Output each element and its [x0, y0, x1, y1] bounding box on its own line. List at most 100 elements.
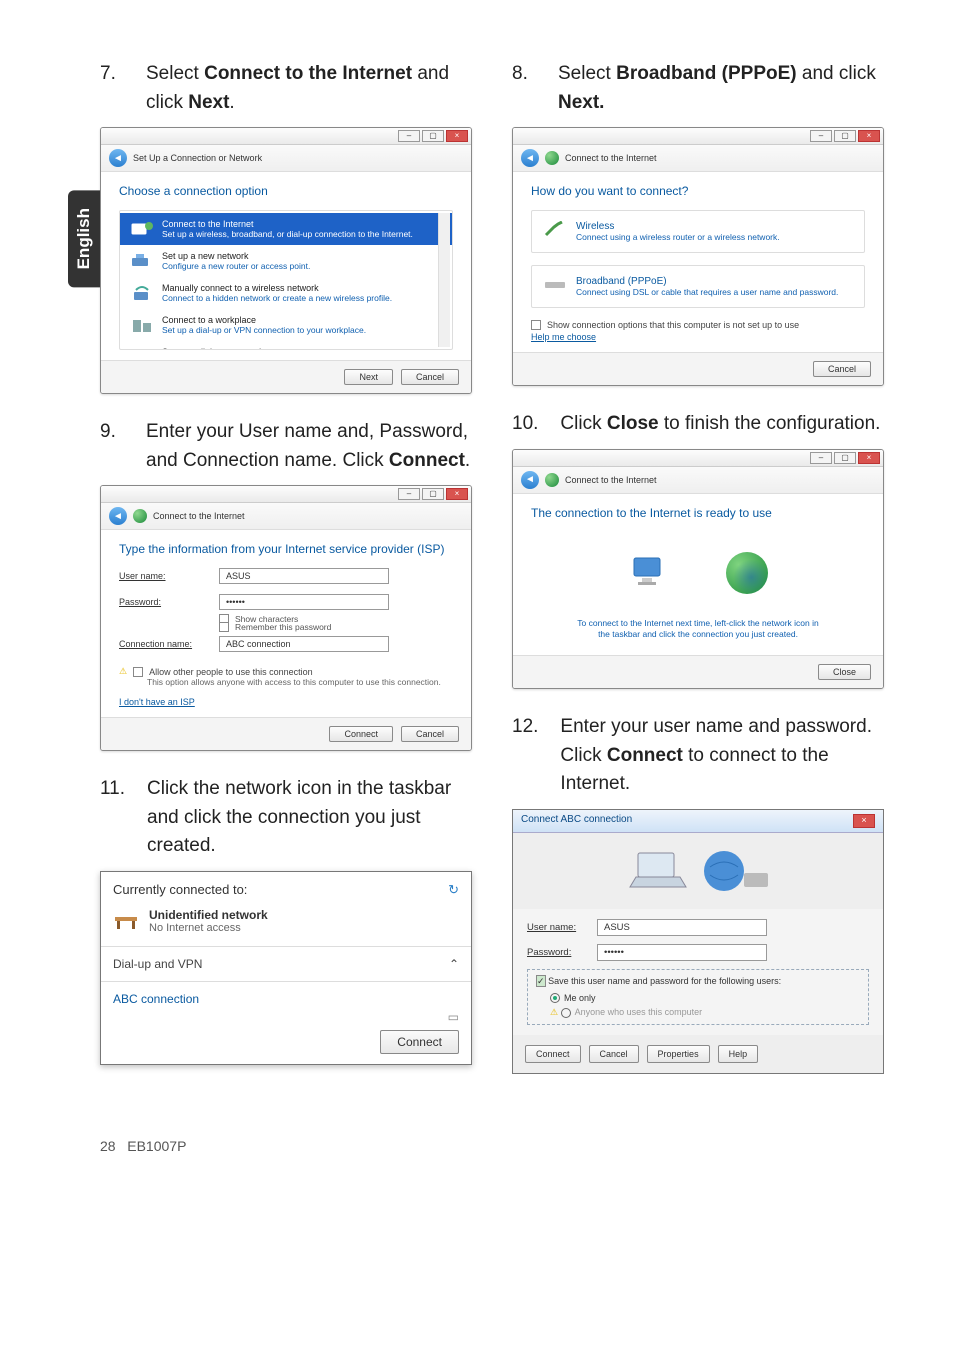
dialog-title: Set Up a Connection or Network — [133, 153, 262, 163]
close-icon[interactable]: × — [853, 814, 875, 828]
step-number: 12. — [512, 713, 538, 799]
back-icon[interactable]: ◄ — [109, 149, 127, 167]
section-heading: The connection to the Internet is ready … — [531, 506, 865, 520]
bench-icon — [113, 911, 139, 931]
allow-others-checkbox[interactable] — [133, 667, 143, 677]
allow-note: This option allows anyone with access to… — [147, 677, 453, 687]
step-number: 9. — [100, 418, 124, 475]
connect-button[interactable]: Connect — [329, 726, 393, 742]
dialog-title: Connect to the Internet — [153, 511, 245, 521]
option-new-network[interactable]: Set up a new networkConfigure a new rout… — [120, 245, 452, 277]
step-number: 7. — [100, 60, 124, 117]
minimize-icon[interactable]: – — [398, 488, 420, 500]
network-name: Unidentified network — [149, 908, 268, 922]
conn-name-field[interactable]: ABC connection — [219, 636, 389, 652]
ready-note: To connect to the Internet next time, le… — [531, 604, 865, 646]
dialog-set-up-connection: –▢× ◄ Set Up a Connection or Network Choo… — [100, 127, 472, 394]
show-options-checkbox[interactable] — [531, 320, 541, 330]
maximize-icon[interactable]: ▢ — [834, 130, 856, 142]
password-field[interactable]: •••••• — [597, 944, 767, 961]
globe-icon — [545, 151, 559, 165]
globe-icon — [545, 473, 559, 487]
option-workplace[interactable]: Connect to a workplaceSet up a dial-up o… — [120, 309, 452, 341]
flyout-heading: Currently connected to: — [113, 882, 247, 898]
me-only-radio[interactable] — [550, 993, 560, 1003]
section-heading: Type the information from your Internet … — [119, 542, 453, 556]
option-broadband[interactable]: Broadband (PPPoE)Connect using DSL or ca… — [531, 265, 865, 308]
refresh-icon[interactable]: ↻ — [448, 882, 459, 898]
globe-net-icon — [700, 847, 770, 895]
cancel-button[interactable]: Cancel — [589, 1045, 639, 1063]
dialog-title: Connect to the Internet — [565, 153, 657, 163]
network-flyout: Currently connected to: ↻ Unidentified ne… — [100, 871, 472, 1065]
network-status: No Internet access — [149, 922, 268, 934]
option-manual-wireless[interactable]: Manually connect to a wireless networkCo… — [120, 277, 452, 309]
section-heading: Choose a connection option — [119, 184, 453, 198]
username-label: User name: — [119, 571, 209, 581]
minimize-icon[interactable]: – — [810, 452, 832, 464]
connect-button[interactable]: Connect — [380, 1030, 459, 1054]
language-tab: English — [68, 190, 100, 287]
cancel-button[interactable]: Cancel — [401, 726, 459, 742]
password-label: Password: — [119, 597, 209, 607]
minimize-icon[interactable]: – — [810, 130, 832, 142]
cancel-button[interactable]: Cancel — [813, 361, 871, 377]
pc-icon — [628, 552, 670, 594]
step-number: 11. — [100, 775, 125, 861]
next-button[interactable]: Next — [344, 369, 393, 385]
close-icon[interactable]: × — [446, 130, 468, 142]
step-text: Enter your User name and, Password, and … — [146, 418, 472, 475]
page-number: 28 — [100, 1138, 116, 1154]
no-isp-link[interactable]: I don't have an ISP — [119, 697, 195, 707]
username-field[interactable]: ASUS — [219, 568, 389, 584]
step-number: 8. — [512, 60, 536, 117]
remember-checkbox[interactable] — [219, 622, 229, 632]
step-number: 10. — [512, 410, 538, 439]
password-field[interactable]: •••••• — [219, 594, 389, 610]
username-field[interactable]: ASUS — [597, 919, 767, 936]
maximize-icon[interactable]: ▢ — [834, 452, 856, 464]
dialog-connect-abc: Connect ABC connection× User name:ASUS P… — [512, 809, 884, 1075]
close-icon[interactable]: × — [446, 488, 468, 500]
laptop-icon — [626, 847, 690, 895]
save-checkbox[interactable]: ✓ — [536, 975, 546, 987]
globe-icon — [133, 509, 147, 523]
maximize-icon[interactable]: ▢ — [422, 130, 444, 142]
dialog-isp-info: –▢× ◄ Connect to the Internet Type the in… — [100, 485, 472, 751]
section-heading: How do you want to connect? — [531, 184, 865, 198]
step-text: Click the network icon in the taskbar an… — [147, 775, 472, 861]
dialog-how-connect: –▢× ◄ Connect to the Internet How do you … — [512, 127, 884, 386]
help-choose-link[interactable]: Help me choose — [531, 332, 596, 342]
option-wireless[interactable]: WirelessConnect using a wireless router … — [531, 210, 865, 253]
minimize-icon[interactable]: – — [398, 130, 420, 142]
dialog-ready: –▢× ◄ Connect to the Internet The connect… — [512, 449, 884, 690]
cancel-button[interactable]: Cancel — [401, 369, 459, 385]
option-dialup[interactable]: Set up a dial-up connectionConnect to th… — [120, 341, 452, 350]
maximize-icon[interactable]: ▢ — [422, 488, 444, 500]
dialog-title: Connect to the Internet — [565, 475, 657, 485]
option-connect-internet[interactable]: Connect to the InternetSet up a wireless… — [120, 213, 452, 245]
back-icon[interactable]: ◄ — [521, 471, 539, 489]
connect-button[interactable]: Connect — [525, 1045, 581, 1063]
back-icon[interactable]: ◄ — [109, 507, 127, 525]
close-button[interactable]: Close — [818, 664, 871, 680]
chevron-up-icon[interactable]: ⌃ — [449, 957, 459, 971]
close-icon[interactable]: × — [858, 452, 880, 464]
properties-button[interactable]: Properties — [647, 1045, 710, 1063]
close-icon[interactable]: × — [858, 130, 880, 142]
step-text: Select Connect to the Internet and click… — [146, 60, 472, 117]
anyone-radio[interactable] — [561, 1008, 571, 1018]
step-text: Click Close to finish the configuration. — [560, 410, 884, 439]
step-text: Enter your user name and password. Click… — [560, 713, 884, 799]
username-label: User name: — [527, 922, 587, 933]
connection-option-list: Connect to the InternetSet up a wireless… — [119, 210, 453, 350]
password-label: Password: — [527, 947, 587, 958]
connection-item[interactable]: ABC connection — [113, 992, 459, 1006]
scrollbar[interactable] — [438, 213, 450, 347]
doc-id: EB1007P — [127, 1138, 186, 1154]
step-text: Select Broadband (PPPoE) and click Next. — [558, 60, 884, 117]
modem-icon: ▭ — [113, 1010, 459, 1024]
back-icon[interactable]: ◄ — [521, 149, 539, 167]
help-button[interactable]: Help — [718, 1045, 759, 1063]
section-label: Dial-up and VPN — [113, 957, 202, 971]
